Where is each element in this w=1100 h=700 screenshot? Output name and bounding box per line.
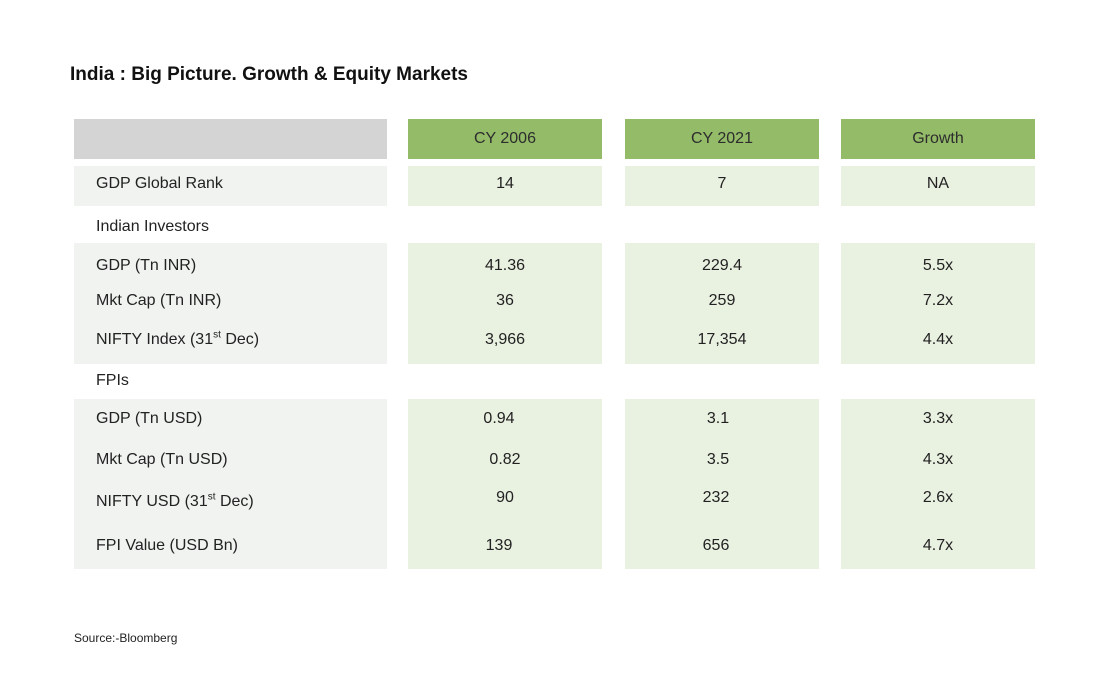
cell-gdp-usd-2021: 3.1	[706, 410, 730, 427]
row-label-gdp-usd: GDP (Tn USD)	[96, 410, 203, 427]
group-bg-fpi-col1	[408, 399, 602, 569]
cell-gdp-usd-2006: 0.94	[483, 410, 515, 427]
row-label-mktcap-inr: Mkt Cap (Tn INR)	[96, 292, 222, 309]
header-label-cell	[74, 119, 387, 159]
cell-gdp-rank-growth: NA	[926, 175, 950, 192]
group-bg-fpi-label	[74, 399, 387, 569]
group-bg-fpi-col2	[625, 399, 819, 569]
row-label-fpi-value: FPI Value (USD Bn)	[96, 537, 238, 554]
section-label-fpis: FPIs	[96, 372, 129, 389]
nifty-usd-label-main: NIFTY USD (31	[96, 493, 208, 510]
group-bg-indian-col2	[625, 243, 819, 364]
cell-fpi-value-growth: 4.7x	[922, 537, 954, 554]
cell-fpi-value-2021: 656	[702, 537, 730, 554]
cell-gdp-inr-growth: 5.5x	[922, 257, 954, 274]
row-label-nifty-usd: NIFTY USD (31st Dec)	[96, 492, 254, 512]
row-label-mktcap-usd: Mkt Cap (Tn USD)	[96, 451, 228, 468]
nifty-index-label-main: NIFTY Index (31	[96, 331, 214, 348]
cell-mktcap-inr-2006: 36	[496, 292, 514, 309]
cell-gdp-rank-2006: 14	[496, 175, 514, 192]
cell-gdp-rank-2021: 7	[717, 175, 727, 192]
column-header-growth: Growth	[841, 119, 1035, 159]
cell-fpi-value-2006: 139	[485, 537, 513, 554]
cell-mktcap-usd-2006: 0.82	[489, 451, 521, 468]
group-bg-indian-label	[74, 243, 387, 364]
group-bg-indian-col1	[408, 243, 602, 364]
group-bg-fpi-col3	[841, 399, 1035, 569]
nifty-usd-label-sup: st	[207, 491, 216, 503]
column-header-cy2021: CY 2021	[625, 119, 819, 159]
cell-mktcap-inr-2021: 259	[708, 292, 736, 309]
cell-gdp-inr-2021: 229.4	[701, 257, 743, 274]
cell-nifty-index-2021: 17,354	[697, 331, 747, 348]
row-label-nifty-index: NIFTY Index (31st Dec)	[96, 330, 259, 350]
section-label-indian-investors: Indian Investors	[96, 218, 209, 235]
nifty-usd-label-tail: Dec)	[215, 493, 254, 510]
cell-mktcap-usd-growth: 4.3x	[922, 451, 954, 468]
nifty-index-label-sup: st	[213, 329, 221, 341]
cell-mktcap-usd-2021: 3.5	[706, 451, 730, 468]
row-bg-gdp-rank-col1	[408, 166, 602, 206]
row-label-gdp-inr: GDP (Tn INR)	[96, 257, 197, 274]
column-header-cy2006: CY 2006	[408, 119, 602, 159]
cell-nifty-usd-2006: 90	[496, 489, 514, 506]
cell-nifty-index-2006: 3,966	[484, 331, 526, 348]
cell-mktcap-inr-growth: 7.2x	[922, 292, 954, 309]
row-label-gdp-rank: GDP Global Rank	[96, 175, 223, 192]
cell-nifty-usd-growth: 2.6x	[922, 489, 954, 506]
cell-gdp-usd-growth: 3.3x	[922, 410, 954, 427]
nifty-index-label-tail: Dec)	[220, 331, 260, 348]
group-bg-indian-col3	[841, 243, 1035, 364]
cell-nifty-index-growth: 4.4x	[922, 331, 954, 348]
page-title: India : Big Picture. Growth & Equity Mar…	[70, 64, 468, 85]
row-bg-gdp-rank-label	[74, 166, 387, 206]
source-note: Source:-Bloomberg	[74, 631, 178, 645]
row-bg-gdp-rank-col3	[841, 166, 1035, 206]
cell-nifty-usd-2021: 232	[702, 489, 730, 506]
row-bg-gdp-rank-col2	[625, 166, 819, 206]
cell-gdp-inr-2006: 41.36	[484, 257, 526, 274]
